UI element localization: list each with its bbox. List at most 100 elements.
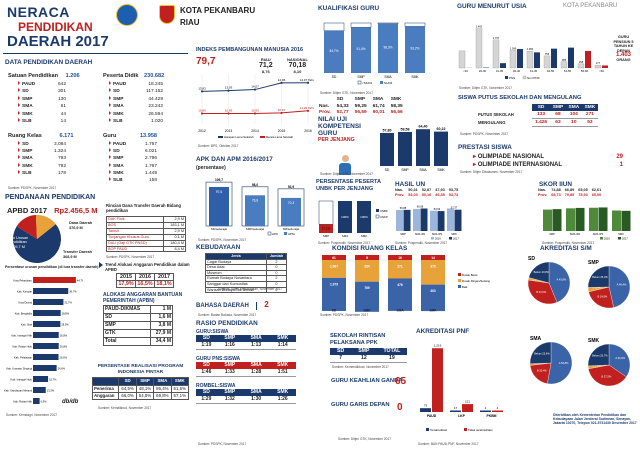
score-bar-2016 <box>413 209 420 231</box>
ipm-legend-swatch <box>218 136 223 138</box>
kabkota-value-label: 28,5% <box>61 323 69 327</box>
table-cell: 2 <box>265 286 288 294</box>
prestasi-item: ▸ OLIMPIADE INTERNASIONAL 1 <box>473 161 623 169</box>
rasio-head-cell: SMA <box>242 389 270 396</box>
ukg-value-label: 57,80 <box>383 128 392 132</box>
akreditasi-sm-pie-title: SD <box>528 256 535 262</box>
apk-title: APK DAN APM 2016/2017 <box>196 156 273 163</box>
kualifikasi-chart: 84,7% SD 91,4% SMP 98,3% SMA 93,2% SMK <S1/D4 S1/… <box>323 22 426 85</box>
ukg-cell: SMP <box>354 97 366 102</box>
score-bar-2017 <box>575 207 585 231</box>
akreditasi-sm-pie-title: SMK <box>588 338 600 344</box>
kabkota-cat-label: Kab. Siak <box>21 323 33 327</box>
unbk-title: PERSENTASE PESERTA UNBK PER JENJANG <box>316 179 381 192</box>
ipm-value-label: 13,93 <box>225 86 233 90</box>
bantuan-table: PAUD-DIKMAS 1 M SD 1,6 M SMP 3,8 M GTK 27,9 M To… <box>103 305 174 346</box>
score-x-tick: SMA IPA <box>415 232 425 236</box>
ukg-source: Sumber: Ditjen GTK, November 2017 <box>320 172 373 176</box>
ruang-rows: SD 3.084 SMP 1.324 SMA 793 SMK 792 SLB 178 <box>18 141 66 177</box>
score-cell: 75,93 <box>578 193 588 198</box>
unbk-label: 100% <box>341 215 349 219</box>
score-bar-2017 <box>420 208 428 231</box>
list-item-label: SMP <box>109 155 123 162</box>
list-item-name: SMA <box>22 104 33 110</box>
guru-usia-source: Sumber: Ditjen GTK, November 2017 <box>459 86 512 90</box>
list-item-label: SLB <box>18 169 32 177</box>
list-item: PAUD 18.245 <box>109 81 163 88</box>
unbk-x-tick: SMK <box>361 234 368 238</box>
trend-val-1: 17,9% <box>116 280 136 288</box>
score-bar-2017 <box>403 209 411 231</box>
kabkota-bar <box>33 288 69 294</box>
list-item-label: SD <box>109 88 120 95</box>
pensiun-box: GURU PENSIUN 5 TAHUN KE DEPAN 1.403 ORAN… <box>611 35 636 63</box>
table-cell: 54,8% <box>135 391 155 401</box>
putus-head-cell: SMP <box>550 104 566 111</box>
ukg-cell: SD <box>336 97 344 102</box>
list-item-label: SMK <box>18 110 33 118</box>
trend-year-1: 2015 <box>116 273 136 281</box>
list-item-label: PAUD <box>109 141 126 148</box>
usia-bar-nonpns <box>560 61 568 69</box>
list-item-label: SMA <box>18 155 33 162</box>
apbd-label: APBD 2017 <box>7 206 48 215</box>
kabkota-bar <box>33 398 40 404</box>
akreditasi-sm-slice <box>588 364 627 387</box>
score-x-tick: SMA IPS <box>432 232 443 236</box>
kondisi-bar-segment <box>322 277 346 311</box>
ipm-value: 79,7 <box>196 56 216 67</box>
list-item-value: 26.594 <box>148 111 163 117</box>
table-cell <box>91 377 120 386</box>
trophy-icon: ▸ <box>473 162 478 168</box>
rasio-source: Sumber: PDSPK, November 2017 <box>198 442 247 446</box>
rasio-label: GURU PNS:SISWA <box>196 356 241 362</box>
unbk-legend-swatch <box>376 209 379 212</box>
usia-bar-nonpns <box>594 65 602 69</box>
ipm-value-label: 14,96 <box>278 78 286 82</box>
rincian-block: Rincian Dana Transfer Daerah Bidang pend… <box>105 203 188 253</box>
kabkota-value-label: 13,3% <box>47 389 55 393</box>
usia-bar-nonpns <box>543 55 551 69</box>
kondisi-x-tick: SMK <box>430 309 438 313</box>
guru-label: Guru <box>103 133 117 139</box>
putus-head-cell: SMA <box>565 104 582 111</box>
score-cell: 68,73 <box>551 193 561 198</box>
guru-rows: PAUD 1.767 SD 6.021 SMP 2.796 SMA 1.767 SMK 1.449… <box>109 141 157 184</box>
list-item-label: SD <box>109 148 120 155</box>
pie-label-dana: Dana Daerah 376,9 M <box>69 221 92 230</box>
header-line1: NERACA <box>7 4 70 20</box>
akreditasi-sm-slice-label: Belum 20,8% <box>534 270 550 274</box>
kondisi-bar-segment <box>355 260 379 282</box>
akreditasi-sm-pie-title: SMP <box>588 260 600 266</box>
rasio-value-cell: 1:51 <box>269 369 296 377</box>
skor-iiun-source: Sumber: Puspendik, November 2017 <box>542 241 595 245</box>
kondisi-value-label: 16 <box>398 256 402 260</box>
kondisi-bar-segment <box>388 278 412 311</box>
ukg-sub: PER JENJANG <box>318 137 355 143</box>
realisasi-title: PERSENTASE REALISASI PROGRAM INDONESIA P… <box>97 364 184 375</box>
list-item-name: SMA <box>22 156 33 162</box>
rintisan-head-row: SD SMP TOTAL <box>330 348 408 355</box>
rintisan-value-cell: 12 <box>351 355 377 363</box>
rintisan-source: Sumber: Kemendikbud, November 2017 <box>332 365 389 369</box>
rasio-value-cell: 1:19 <box>196 342 217 350</box>
kabkota-value-label: 26,8% <box>60 334 68 338</box>
table-cell: 1 M <box>149 305 174 314</box>
table-cell: SMA <box>153 377 172 386</box>
ruang-total: 6.171 <box>59 133 74 139</box>
list-item-label: PAUD <box>18 81 35 88</box>
ruang-header: Ruang Kelas 6.171 <box>8 133 98 139</box>
ipm-point <box>253 88 257 91</box>
pie-dana-name: Dana Daerah <box>69 221 93 225</box>
pie-label-non: Non Urusan Pendidikan 1.709,7 M <box>8 236 38 249</box>
ipm-point <box>306 81 310 84</box>
table-cell: 86,4% <box>153 384 172 394</box>
score-legend-swatch <box>449 237 452 240</box>
pnf-value-label: 17 <box>454 406 458 410</box>
list-item-value: 18.245 <box>148 82 163 87</box>
usia-x-tick: <26 <box>463 69 468 73</box>
score-value-label: 60,58 <box>417 204 424 208</box>
kualifikasi-x-tick: SD <box>332 75 337 79</box>
akreditasi-sm-slice-label: A 43,8% <box>557 278 567 282</box>
